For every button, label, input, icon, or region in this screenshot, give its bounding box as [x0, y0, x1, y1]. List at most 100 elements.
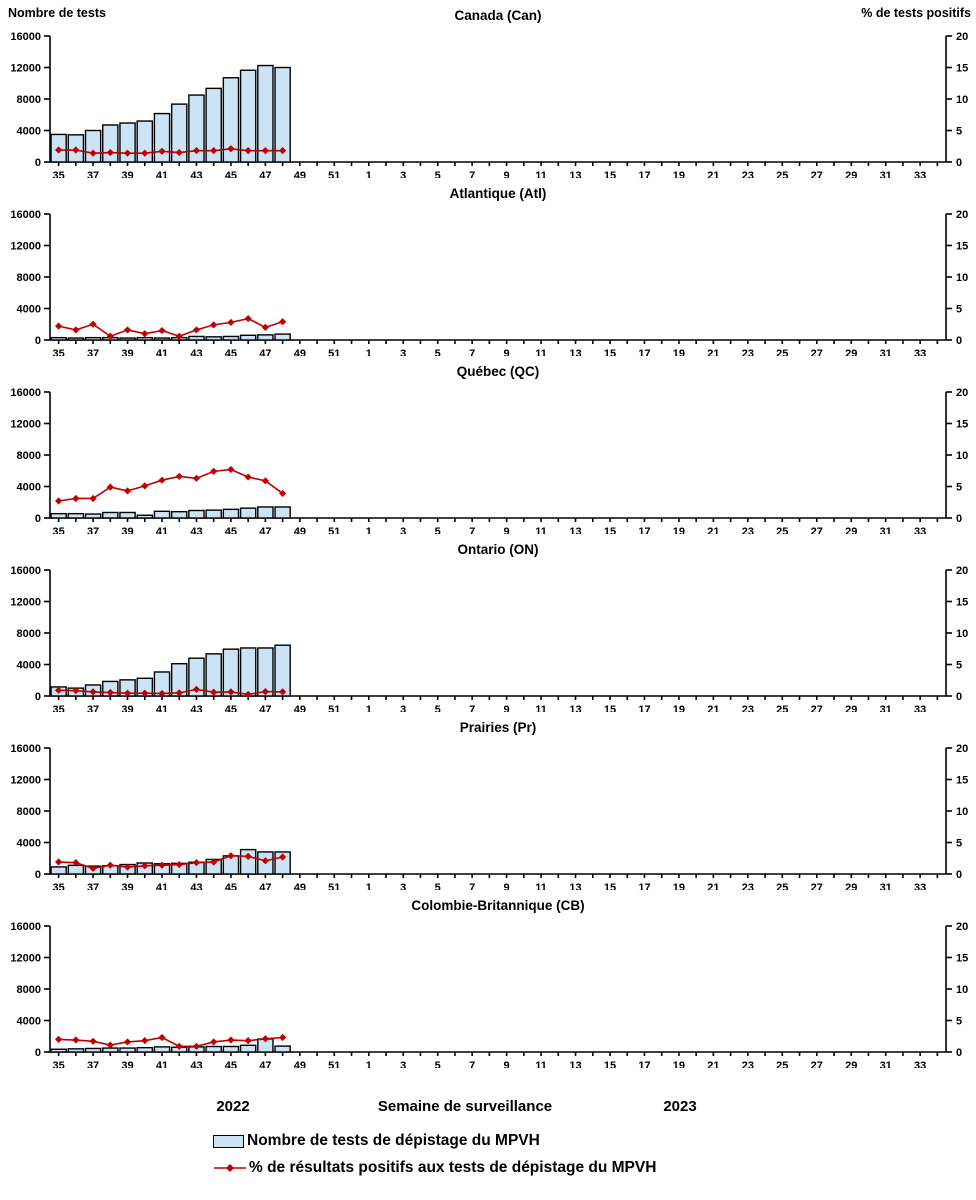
right-tick-label: 5 [956, 482, 962, 494]
x-tick-label: 25 [776, 1060, 788, 1068]
left-tick-label: 16000 [10, 921, 41, 933]
pct-marker-week-38 [106, 1041, 114, 1049]
left-tick-label: 16000 [10, 387, 41, 399]
x-tick-label: 1 [366, 170, 372, 178]
panel-prairies: Prairies (Pr)040008000120001600005101520… [10, 720, 968, 890]
pct-marker-week-48 [279, 489, 287, 498]
x-tick-label: 13 [569, 704, 581, 712]
panel-title: Canada (Can) [454, 8, 541, 23]
x-tick-label: 27 [811, 1060, 823, 1068]
right-tick-label: 20 [956, 565, 968, 577]
pct-marker-week-41 [158, 147, 166, 155]
pct-marker-week-39 [123, 326, 132, 334]
pct-marker-week-35 [55, 858, 63, 866]
pct-marker-week-45 [227, 145, 235, 153]
bar-week-43 [188, 335, 205, 341]
tests-bars [50, 333, 291, 341]
bar-week-42 [170, 103, 188, 163]
pct-marker-week-37 [89, 149, 97, 157]
x-tick-label: 5 [435, 1060, 441, 1068]
x-tick-label: 1 [366, 526, 372, 534]
bar-week-36 [67, 512, 85, 519]
x-tick-label: 41 [156, 704, 168, 712]
x-tick-label: 25 [776, 882, 788, 890]
bar-week-36 [67, 337, 85, 341]
bar-week-44 [205, 336, 222, 341]
x-tick-label: 35 [52, 526, 64, 534]
x-tick-label: 13 [569, 348, 581, 356]
x-tick-label: 39 [121, 1060, 133, 1068]
bar-week-45 [222, 508, 240, 519]
x-tick-label: 27 [811, 170, 823, 178]
x-tick-label: 47 [259, 882, 271, 890]
tests-bars [50, 506, 291, 519]
x-tick-label: 17 [638, 348, 650, 356]
x-tick-label: 47 [259, 348, 271, 356]
bar-week-36 [67, 864, 85, 875]
pct-marker-week-39 [123, 863, 132, 871]
tests-bars [50, 64, 291, 163]
x-tick-label: 33 [914, 882, 926, 890]
x-tick-label: 15 [604, 526, 616, 534]
pct-marker-week-47 [261, 687, 269, 696]
x-tick-label: 3 [400, 170, 406, 178]
pct-marker-week-45 [227, 1036, 235, 1044]
x-tick-label: 27 [811, 348, 823, 356]
x-tick-label: 37 [87, 526, 99, 534]
bar-week-39 [119, 511, 136, 519]
pct-marker-week-41 [158, 1033, 166, 1042]
pct-marker-week-45 [227, 465, 235, 474]
pct-marker-week-42 [175, 860, 183, 869]
bar-week-48 [274, 66, 291, 163]
x-tick-label: 11 [535, 348, 547, 356]
left-tick-label: 0 [35, 335, 41, 347]
pct-marker-week-45 [227, 318, 235, 326]
pct-marker-week-41 [158, 476, 166, 484]
right-tick-label: 5 [956, 1016, 962, 1028]
x-tick-label: 9 [504, 170, 510, 178]
x-tick-label: 25 [776, 170, 788, 178]
bar-week-46 [239, 334, 257, 341]
pct-marker-week-43 [192, 1042, 201, 1050]
bar-week-44 [205, 1045, 222, 1053]
pct-marker-week-43 [192, 147, 201, 155]
bar-week-35 [50, 336, 67, 341]
bar-week-43 [188, 94, 205, 163]
x-tick-label: 51 [328, 704, 340, 712]
bar-week-37 [84, 129, 102, 163]
x-tick-label: 35 [52, 348, 64, 356]
x-tick-label: 25 [776, 348, 788, 356]
pct-marker-week-44 [210, 147, 218, 155]
x-tick-label: 9 [504, 526, 510, 534]
right-tick-label: 10 [956, 94, 968, 106]
x-tick-label: 33 [914, 170, 926, 178]
x-tick-label: 9 [504, 882, 510, 890]
x-tick-label: 23 [742, 170, 754, 178]
left-tick-label: 4000 [17, 304, 41, 316]
x-tick-label: 35 [52, 704, 64, 712]
x-tick-label: 37 [87, 170, 99, 178]
left-tick-label: 0 [35, 1047, 41, 1059]
pct-marker-week-48 [279, 147, 287, 155]
x-tick-label: 9 [504, 348, 510, 356]
pct-marker-week-39 [123, 487, 132, 495]
pct-marker-week-47 [261, 323, 269, 331]
x-tick-label: 17 [638, 704, 650, 712]
x-tick-label: 49 [294, 1060, 306, 1068]
right-tick-label: 0 [956, 691, 962, 703]
pct-marker-week-38 [106, 861, 114, 869]
x-tick-label: 49 [294, 348, 306, 356]
x-tick-label: 19 [673, 348, 685, 356]
x-tick-label: 43 [190, 348, 202, 356]
pct-marker-week-48 [279, 688, 287, 696]
x-tick-label: 47 [259, 704, 271, 712]
x-tick-label: 29 [845, 526, 857, 534]
pct-marker-week-44 [210, 467, 218, 475]
panel-title: Québec (QC) [457, 364, 540, 379]
x-tick-label: 47 [259, 170, 271, 178]
x-tick-label: 37 [87, 882, 99, 890]
x-tick-label: 43 [190, 170, 202, 178]
legend-label-pct: % de résultats positifs aux tests de dép… [249, 1159, 657, 1176]
x-tick-label: 11 [535, 704, 547, 712]
